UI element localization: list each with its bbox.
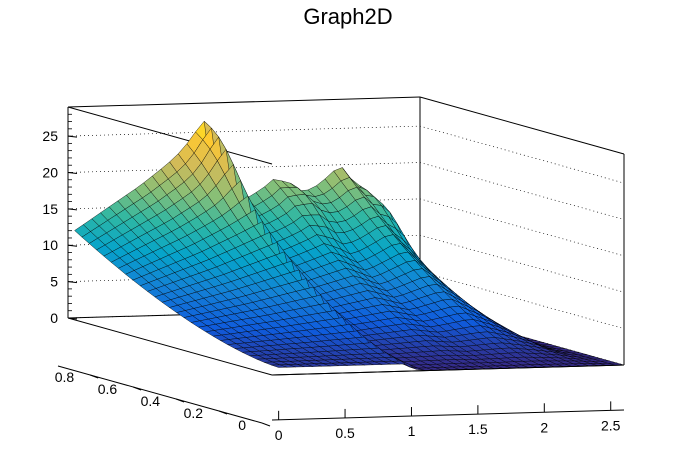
frame-edge <box>419 96 625 155</box>
x-tick-label: 0.5 <box>335 425 355 441</box>
y-tick <box>261 422 271 427</box>
x-tick-label: 2 <box>540 419 548 435</box>
front-bottom-edge <box>271 364 625 376</box>
y-tick <box>90 374 99 379</box>
z-gridline <box>67 125 625 184</box>
z-tick-label: 5 <box>50 274 58 290</box>
surface-mesh <box>74 120 625 371</box>
x-tick-label: 1 <box>408 423 416 439</box>
y-tick-label: 0.2 <box>184 405 204 421</box>
z-gridline <box>67 198 625 257</box>
front-frame <box>271 154 625 376</box>
y-tick-label: 0.8 <box>55 369 75 385</box>
z-gridline <box>67 162 625 220</box>
y-tick <box>218 410 228 415</box>
z-tick-label: 15 <box>42 201 58 217</box>
z-tick-label: 10 <box>42 237 58 253</box>
y-tick-label: 0 <box>238 417 246 433</box>
x-tick-label: 1.5 <box>468 421 488 437</box>
y-tick <box>175 398 185 403</box>
y-tick-label: 0.6 <box>98 381 118 397</box>
y-tick <box>132 386 142 391</box>
z-tick-label: 25 <box>42 128 58 144</box>
axes: 0 0.5 1 1.5 2 2.5 0 0.2 0.4 0.6 0.8 0 5 10 15 20 25 <box>42 107 625 443</box>
frame-edge <box>67 96 421 108</box>
x-tick-label: 0 <box>275 427 283 443</box>
y-tick-label: 0.4 <box>141 393 161 409</box>
z-tick-label: 0 <box>50 310 58 326</box>
z-tick-label: 20 <box>42 164 58 180</box>
x-tick-label: 2.5 <box>601 417 621 433</box>
x-axis-line <box>271 409 625 421</box>
z-gridline <box>67 234 625 293</box>
frame-edge <box>67 106 273 165</box>
chart-title: Graph2D <box>303 4 393 29</box>
frame-edge <box>67 317 273 376</box>
